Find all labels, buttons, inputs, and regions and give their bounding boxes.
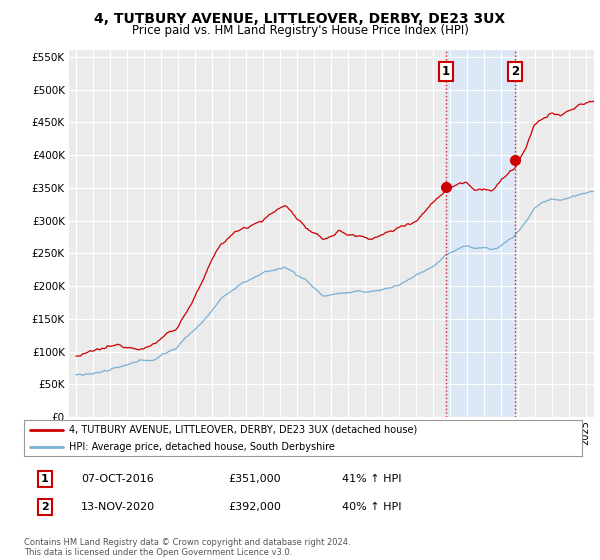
Text: 4, TUTBURY AVENUE, LITTLEOVER, DERBY, DE23 3UX (detached house): 4, TUTBURY AVENUE, LITTLEOVER, DERBY, DE… bbox=[68, 425, 417, 435]
Text: HPI: Average price, detached house, South Derbyshire: HPI: Average price, detached house, Sout… bbox=[68, 442, 335, 452]
Text: £392,000: £392,000 bbox=[228, 502, 281, 512]
Text: 2: 2 bbox=[511, 65, 520, 78]
Text: Contains HM Land Registry data © Crown copyright and database right 2024.
This d: Contains HM Land Registry data © Crown c… bbox=[24, 538, 350, 557]
Text: 07-OCT-2016: 07-OCT-2016 bbox=[81, 474, 154, 484]
Text: 1: 1 bbox=[442, 65, 450, 78]
Text: 40% ↑ HPI: 40% ↑ HPI bbox=[342, 502, 401, 512]
Text: 41% ↑ HPI: 41% ↑ HPI bbox=[342, 474, 401, 484]
Text: 13-NOV-2020: 13-NOV-2020 bbox=[81, 502, 155, 512]
Text: 4, TUTBURY AVENUE, LITTLEOVER, DERBY, DE23 3UX: 4, TUTBURY AVENUE, LITTLEOVER, DERBY, DE… bbox=[94, 12, 506, 26]
Text: Price paid vs. HM Land Registry's House Price Index (HPI): Price paid vs. HM Land Registry's House … bbox=[131, 24, 469, 37]
Text: £351,000: £351,000 bbox=[228, 474, 281, 484]
Text: 2: 2 bbox=[41, 502, 49, 512]
Text: 1: 1 bbox=[41, 474, 49, 484]
Bar bbox=[446, 50, 515, 417]
